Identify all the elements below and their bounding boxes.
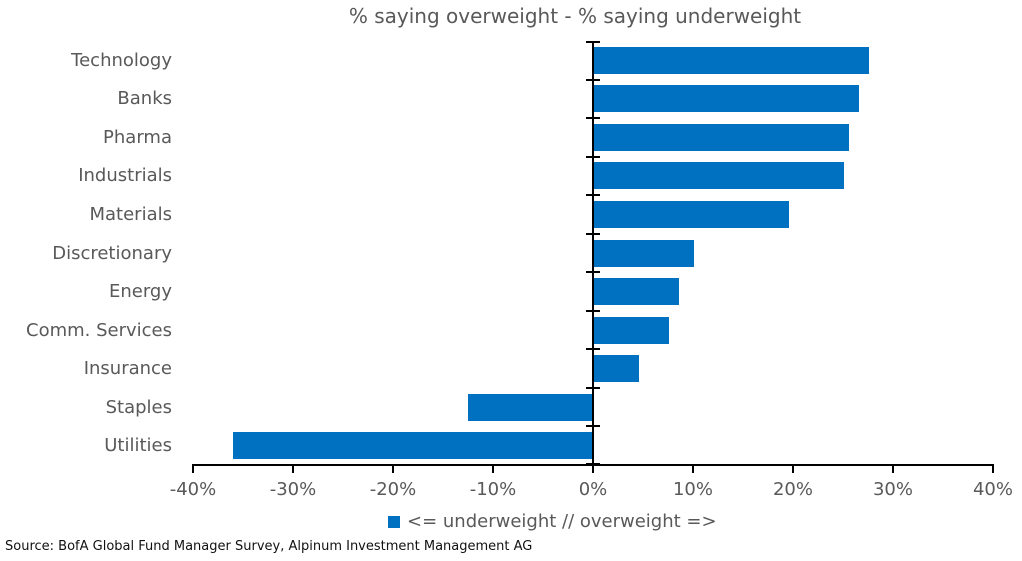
bar-banks <box>594 85 859 113</box>
bar-staples <box>468 393 593 421</box>
x-tick-label-20: 20% <box>772 479 813 500</box>
bar-technology <box>594 46 869 74</box>
x-tick-label-30: -30% <box>269 479 317 500</box>
x-axis-tick <box>592 465 594 473</box>
category-label-insurance: Insurance <box>83 358 172 380</box>
x-axis-tick <box>692 465 694 473</box>
category-label-staples: Staples <box>105 396 172 418</box>
plot-area <box>193 41 993 465</box>
category-label-comm-services: Comm. Services <box>26 319 172 341</box>
x-axis-tick <box>292 465 294 473</box>
x-axis-tick <box>792 465 794 473</box>
x-tick-label-20: -20% <box>369 479 417 500</box>
x-tick-label-30: 30% <box>872 479 913 500</box>
category-label-banks: Banks <box>117 88 172 110</box>
x-tick-label-0: 0% <box>578 479 608 500</box>
bar-utilities <box>233 432 593 460</box>
x-axis-tick <box>892 465 894 473</box>
bar-discretionary <box>594 239 694 267</box>
source-note: Source: BofA Global Fund Manager Survey,… <box>5 539 533 554</box>
x-tick-label-10: -10% <box>469 479 517 500</box>
chart-title: % saying overweight - % saying underweig… <box>348 4 802 28</box>
x-tick-label-10: 10% <box>672 479 713 500</box>
bar-materials <box>594 200 789 228</box>
category-label-discretionary: Discretionary <box>52 242 172 264</box>
x-axis-tick <box>392 465 394 473</box>
bar-comm-services <box>594 316 669 344</box>
category-label-industrials: Industrials <box>78 165 172 187</box>
category-label-pharma: Pharma <box>103 126 172 148</box>
x-axis-tick <box>192 465 194 473</box>
x-tick-label-40: 40% <box>972 479 1013 500</box>
category-label-materials: Materials <box>89 203 172 225</box>
bar-pharma <box>594 123 849 151</box>
bar-energy <box>594 278 679 306</box>
x-axis-tick <box>492 465 494 473</box>
x-tick-label-40: -40% <box>169 479 217 500</box>
legend-swatch-icon <box>388 515 400 528</box>
x-axis-tick <box>992 465 994 473</box>
bar-industrials <box>594 162 844 190</box>
bar-insurance <box>594 355 639 383</box>
category-label-energy: Energy <box>108 281 172 303</box>
legend-label: <= underweight // overweight => <box>407 511 717 532</box>
category-label-technology: Technology <box>71 49 172 71</box>
legend: <= underweight // overweight => <box>388 511 717 532</box>
category-label-utilities: Utilities <box>104 435 172 457</box>
zero-axis-line <box>592 41 594 465</box>
